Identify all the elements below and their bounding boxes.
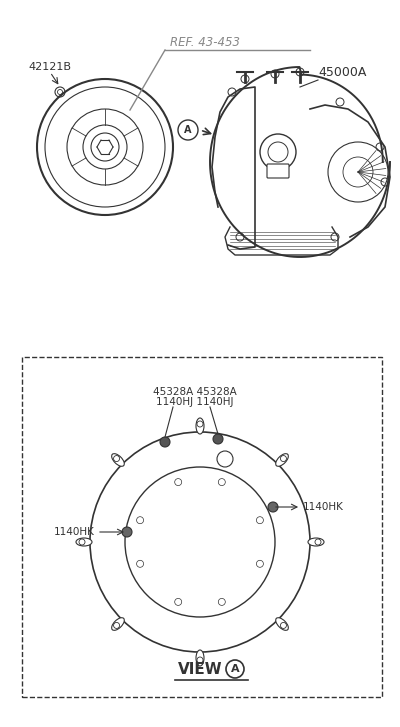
Ellipse shape [308, 538, 324, 546]
Circle shape [122, 527, 132, 537]
Circle shape [160, 437, 170, 447]
Text: VIEW: VIEW [178, 662, 222, 677]
Ellipse shape [276, 618, 288, 630]
Ellipse shape [276, 454, 288, 466]
Ellipse shape [112, 454, 124, 466]
Text: 45328A 45328A: 45328A 45328A [153, 387, 237, 397]
Text: 1140HJ 1140HJ: 1140HJ 1140HJ [156, 397, 234, 407]
Text: 45000A: 45000A [318, 66, 366, 79]
Ellipse shape [76, 538, 92, 546]
Ellipse shape [196, 650, 204, 666]
Circle shape [268, 502, 278, 512]
Text: A: A [231, 664, 239, 674]
FancyBboxPatch shape [267, 164, 289, 178]
Text: 1140HK: 1140HK [54, 527, 95, 537]
Ellipse shape [196, 418, 204, 434]
Text: 42121B: 42121B [28, 62, 71, 72]
Text: A: A [184, 125, 192, 135]
Circle shape [213, 434, 223, 444]
Ellipse shape [112, 618, 124, 630]
Text: 1140HK: 1140HK [303, 502, 344, 512]
Text: REF. 43-453: REF. 43-453 [170, 36, 240, 49]
